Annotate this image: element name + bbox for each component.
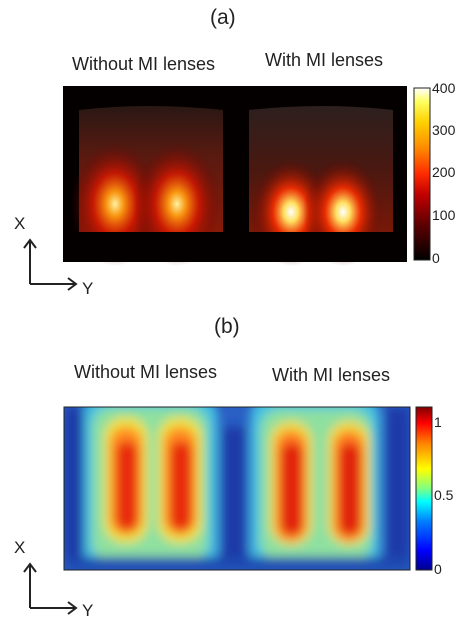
panel-b-axis-x-label: X [14,538,26,557]
panel-a-axis-y-label: Y [82,279,94,298]
panel-b-colorbar [415,406,433,571]
panel-a-intensity-image [63,86,407,266]
panel-a-colorbar [413,87,431,261]
panel-a-left-title: Without MI lenses [72,54,216,74]
panel-a-label: (a) [210,6,236,29]
panel-a-colorbar-tick-200: 200 [432,164,456,180]
panel-b-field-map [63,406,411,571]
panel-a-right-title: With MI lenses [265,50,384,70]
panel-b-left-title: Without MI lenses [74,362,218,382]
panel-b-colorbar-tick-1: 1 [434,414,442,430]
panel-b-colorbar-tick-0: 0 [434,561,442,577]
panel-b-label: (b) [214,315,240,338]
panel-a-colorbar-tick-0: 0 [432,250,440,266]
panel-b-axis-y-label: Y [82,601,94,620]
panel-b-right-title: With MI lenses [272,365,391,385]
panel-b-colorbar-tick-0-5: 0.5 [434,487,454,503]
panel-a-axis-arrows-icon [23,238,78,291]
panel-b-axis-arrows-icon [23,562,78,615]
panel-a-colorbar-tick-100: 100 [432,207,456,223]
panel-a-colorbar-tick-400: 400 [432,80,456,96]
panel-a-colorbar-tick-300: 300 [432,122,456,138]
panel-a-axis-x-label: X [14,214,26,233]
